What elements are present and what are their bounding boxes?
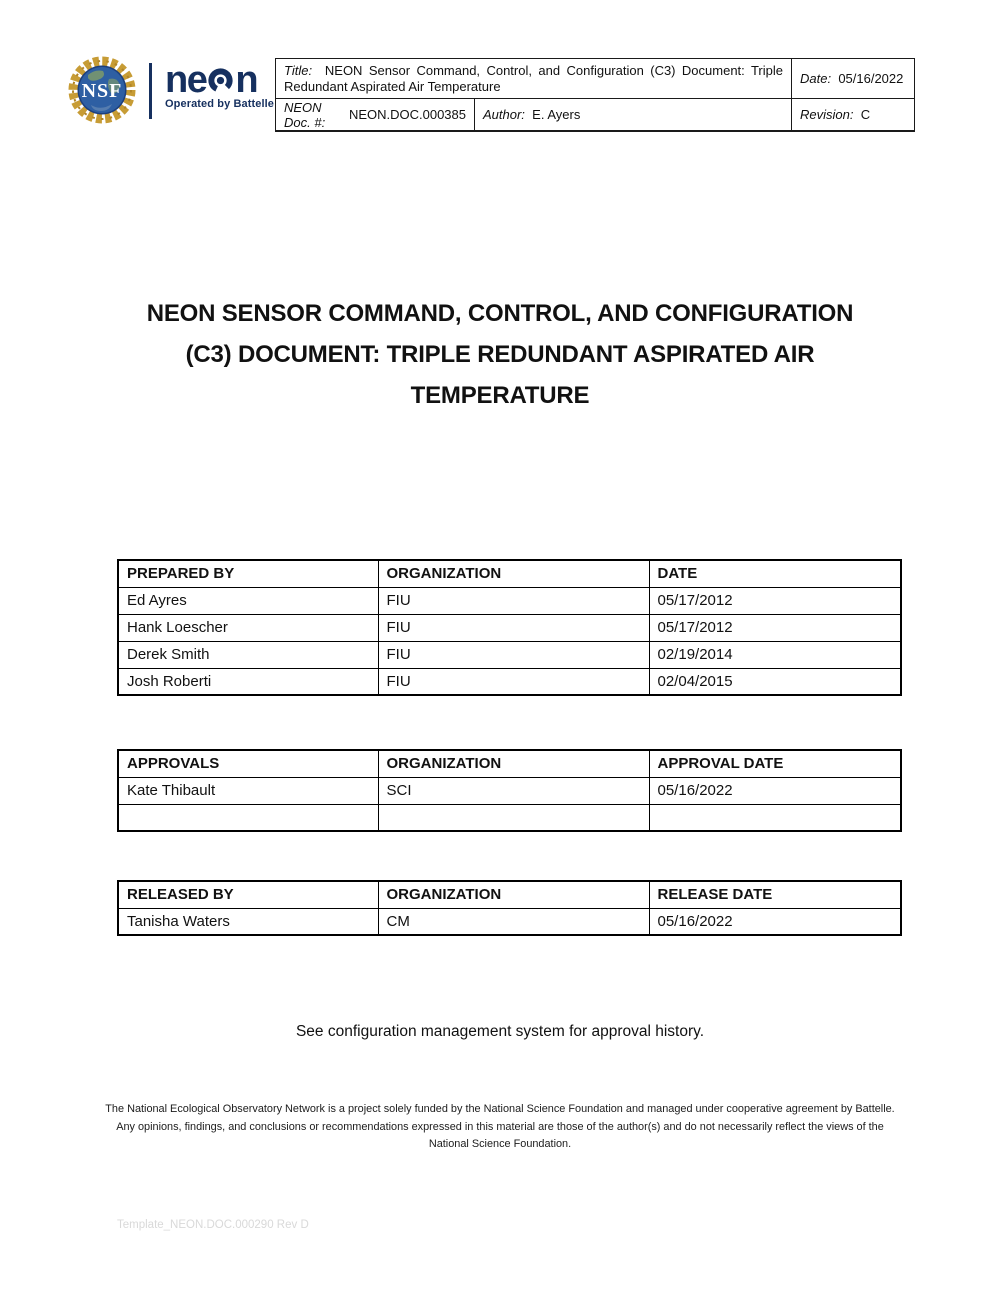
table-cell: 02/04/2015 xyxy=(648,667,902,696)
doc-revision-cell: Revision: C xyxy=(791,99,914,130)
template-footer: Template_NEON.DOC.000290 Rev D xyxy=(117,1219,309,1231)
doc-author-cell: Author: E. Ayers xyxy=(474,99,791,130)
table-row: Ed Ayres FIU 05/17/2012 xyxy=(117,586,902,615)
table-cell xyxy=(648,803,902,832)
table-cell: Kate Thibault xyxy=(117,776,379,805)
column-header: RELEASED BY xyxy=(117,880,379,909)
table-cell: 02/19/2014 xyxy=(648,640,902,669)
column-header: ORGANIZATION xyxy=(377,559,650,588)
logo-divider xyxy=(149,63,152,119)
author-value: E. Ayers xyxy=(532,107,581,122)
column-header: APPROVALS xyxy=(117,749,379,778)
title-value: NEON Sensor Command, Control, and Config… xyxy=(284,63,783,94)
table-cell: Ed Ayres xyxy=(117,586,379,615)
table-cell: FIU xyxy=(377,667,650,696)
table-row: Derek Smith FIU 02/19/2014 xyxy=(117,640,902,669)
table-cell: FIU xyxy=(377,586,650,615)
nsf-sunburst-detail xyxy=(72,60,132,120)
doc-title-cell: Title: NEON Sensor Command, Control, and … xyxy=(276,59,791,98)
doc-number-cell: NEON Doc. #: NEON.DOC.000385 xyxy=(276,99,474,130)
doc-number-value: NEON.DOC.000385 xyxy=(348,107,466,122)
table-row: Kate Thibault SCI 05/16/2022 xyxy=(117,776,902,805)
nsf-continent-shape xyxy=(107,78,120,94)
neon-wordmark-right: n xyxy=(235,59,258,101)
table-cell: Tanisha Waters xyxy=(117,907,379,936)
document-info-table: Title: NEON Sensor Command, Control, and … xyxy=(275,58,915,132)
neon-logo: ne n Operated by Battelle xyxy=(165,56,274,110)
doc-date-cell: Date: 05/16/2022 xyxy=(791,59,914,98)
neon-wordmark-left: ne xyxy=(165,59,208,101)
revision-label: Revision: xyxy=(800,107,854,122)
page-title-wrap: NEON SENSOR COMMAND, CONTROL, AND CONFIG… xyxy=(0,293,1000,416)
table-row: Hank Loescher FIU 05/17/2012 xyxy=(117,613,902,642)
page-title: NEON SENSOR COMMAND, CONTROL, AND CONFIG… xyxy=(146,300,854,409)
column-header: PREPARED BY xyxy=(117,559,379,588)
table-row: Josh Roberti FIU 02/04/2015 xyxy=(117,667,902,696)
nsf-logo-icon: NSF xyxy=(68,56,136,124)
table-cell: CM xyxy=(377,907,650,936)
table-cell: 05/16/2022 xyxy=(648,907,902,936)
doc-number-label: NEON Doc. #: xyxy=(284,99,326,130)
table-cell: SCI xyxy=(377,776,650,805)
table-cell: 05/17/2012 xyxy=(648,613,902,642)
config-history-note: See configuration management system for … xyxy=(295,1023,705,1040)
date-value: 05/16/2022 xyxy=(838,71,904,86)
approvals-table: APPROVALS ORGANIZATION APPROVAL DATE Kat… xyxy=(117,749,902,832)
table-header-row: RELEASED BY ORGANIZATION RELEASE DATE xyxy=(117,880,902,909)
date-label: Date: xyxy=(800,71,832,86)
neon-o-icon xyxy=(208,67,233,93)
table-cell: FIU xyxy=(377,640,650,669)
table-header-row: APPROVALS ORGANIZATION APPROVAL DATE xyxy=(117,749,902,778)
table-cell xyxy=(117,803,379,832)
table-cell: Hank Loescher xyxy=(117,613,379,642)
table-cell xyxy=(377,803,650,832)
table-cell: Josh Roberti xyxy=(117,667,379,696)
released-by-table: RELEASED BY ORGANIZATION RELEASE DATE Ta… xyxy=(117,880,902,936)
prepared-by-table: PREPARED BY ORGANIZATION DATE Ed Ayres F… xyxy=(117,559,902,696)
table-row xyxy=(117,803,902,832)
neon-wordmark: ne n xyxy=(165,59,274,101)
column-header: DATE xyxy=(648,559,902,588)
logo-block: NSF ne n Operated by Battelle xyxy=(68,56,274,124)
nsf-label: NSF xyxy=(82,80,123,102)
nsf-continent-shape xyxy=(88,70,104,81)
table-cell: 05/16/2022 xyxy=(648,776,902,805)
nsf-disclaimer: The National Ecological Observatory Netw… xyxy=(105,1103,895,1150)
column-header: ORGANIZATION xyxy=(377,749,650,778)
neon-tagline: Operated by Battelle xyxy=(165,98,274,110)
table-row: Tanisha Waters CM 05/16/2022 xyxy=(117,907,902,936)
table-cell: 05/17/2012 xyxy=(648,586,902,615)
table-cell: Derek Smith xyxy=(117,640,379,669)
table-header-row: PREPARED BY ORGANIZATION DATE xyxy=(117,559,902,588)
table-cell: FIU xyxy=(377,613,650,642)
column-header: RELEASE DATE xyxy=(648,880,902,909)
title-label: Title: xyxy=(284,63,313,78)
column-header: ORGANIZATION xyxy=(377,880,650,909)
nsf-continent-shape xyxy=(91,104,112,111)
author-label: Author: xyxy=(483,107,525,122)
column-header: APPROVAL DATE xyxy=(648,749,902,778)
revision-value: C xyxy=(860,107,871,122)
